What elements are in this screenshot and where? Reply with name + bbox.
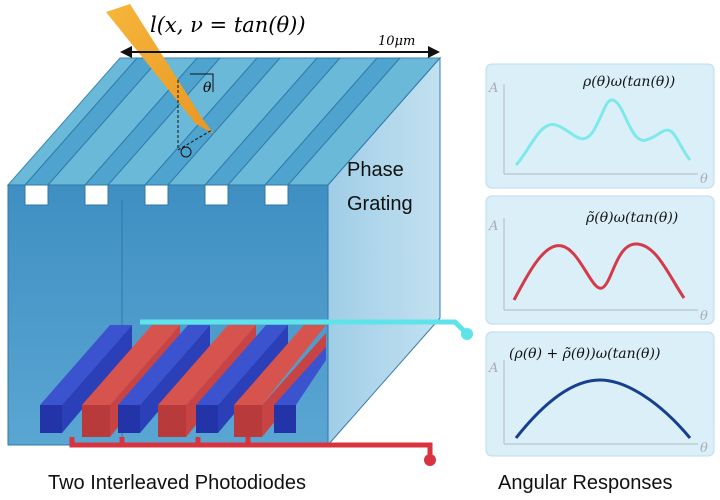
incidence-point [180, 146, 192, 158]
theta-label: θ [203, 80, 212, 96]
panel-2-bg [485, 195, 715, 325]
blue-diode-4 [274, 347, 326, 433]
panel-2-formula: ρ̃(θ)ω(tan(θ)) [585, 210, 678, 226]
panel-1-x-label: θ [700, 172, 708, 187]
grating-label-line1: Phase [347, 159, 404, 181]
panel-3-x-label: θ [700, 441, 708, 456]
right-caption: Angular Responses [498, 472, 673, 494]
blue-diode-1 [40, 325, 132, 433]
cyan-wire [140, 319, 467, 334]
grating-ridges [23, 57, 402, 186]
photodiodes [40, 319, 473, 466]
panel-3-curve [514, 378, 692, 439]
panel-3-formula: (ρ(θ) + ρ̃(θ))ω(tan(θ)) [509, 346, 660, 362]
panel-1-formula: ρ(θ)ω(tan(θ)) [582, 74, 675, 90]
block-side-face [327, 56, 441, 447]
panel-2-curve [512, 242, 686, 301]
incident-light: θ [106, 4, 214, 158]
panel-2-x-label: θ [700, 309, 708, 324]
blue-diode-2 [118, 325, 210, 433]
panel-3-y-label: A [488, 361, 498, 376]
red-wire [69, 437, 433, 458]
grating-label-line2: Grating [347, 193, 413, 215]
panel-1-bg [485, 63, 715, 189]
red-wire-terminal [424, 454, 436, 466]
scale-label: 10μm [378, 34, 415, 49]
panel-3: A θ (ρ(θ) + ρ̃(θ))ω(tan(θ)) [485, 331, 715, 457]
panel-3-bg [485, 331, 715, 457]
left-caption: Two Interleaved Photodiodes [48, 472, 306, 494]
cyan-wire-terminal [461, 328, 473, 340]
panel-2-y-label: A [488, 219, 498, 234]
top-formula: l(x, ν = tan(θ)) [150, 13, 306, 37]
panel-1-y-label: A [488, 81, 498, 96]
panel-1: A θ ρ(θ)ω(tan(θ)) [485, 63, 715, 189]
light-arrow [106, 4, 214, 134]
angle-bracket [190, 73, 214, 92]
scale-bar: 10μm [120, 34, 440, 58]
panel-2: A θ ρ̃(θ)ω(tan(θ)) [485, 195, 715, 325]
watermark: 知乎 @Wang Hawk [538, 457, 660, 473]
angle-guides [177, 80, 213, 151]
panel-1-curve [514, 98, 692, 167]
